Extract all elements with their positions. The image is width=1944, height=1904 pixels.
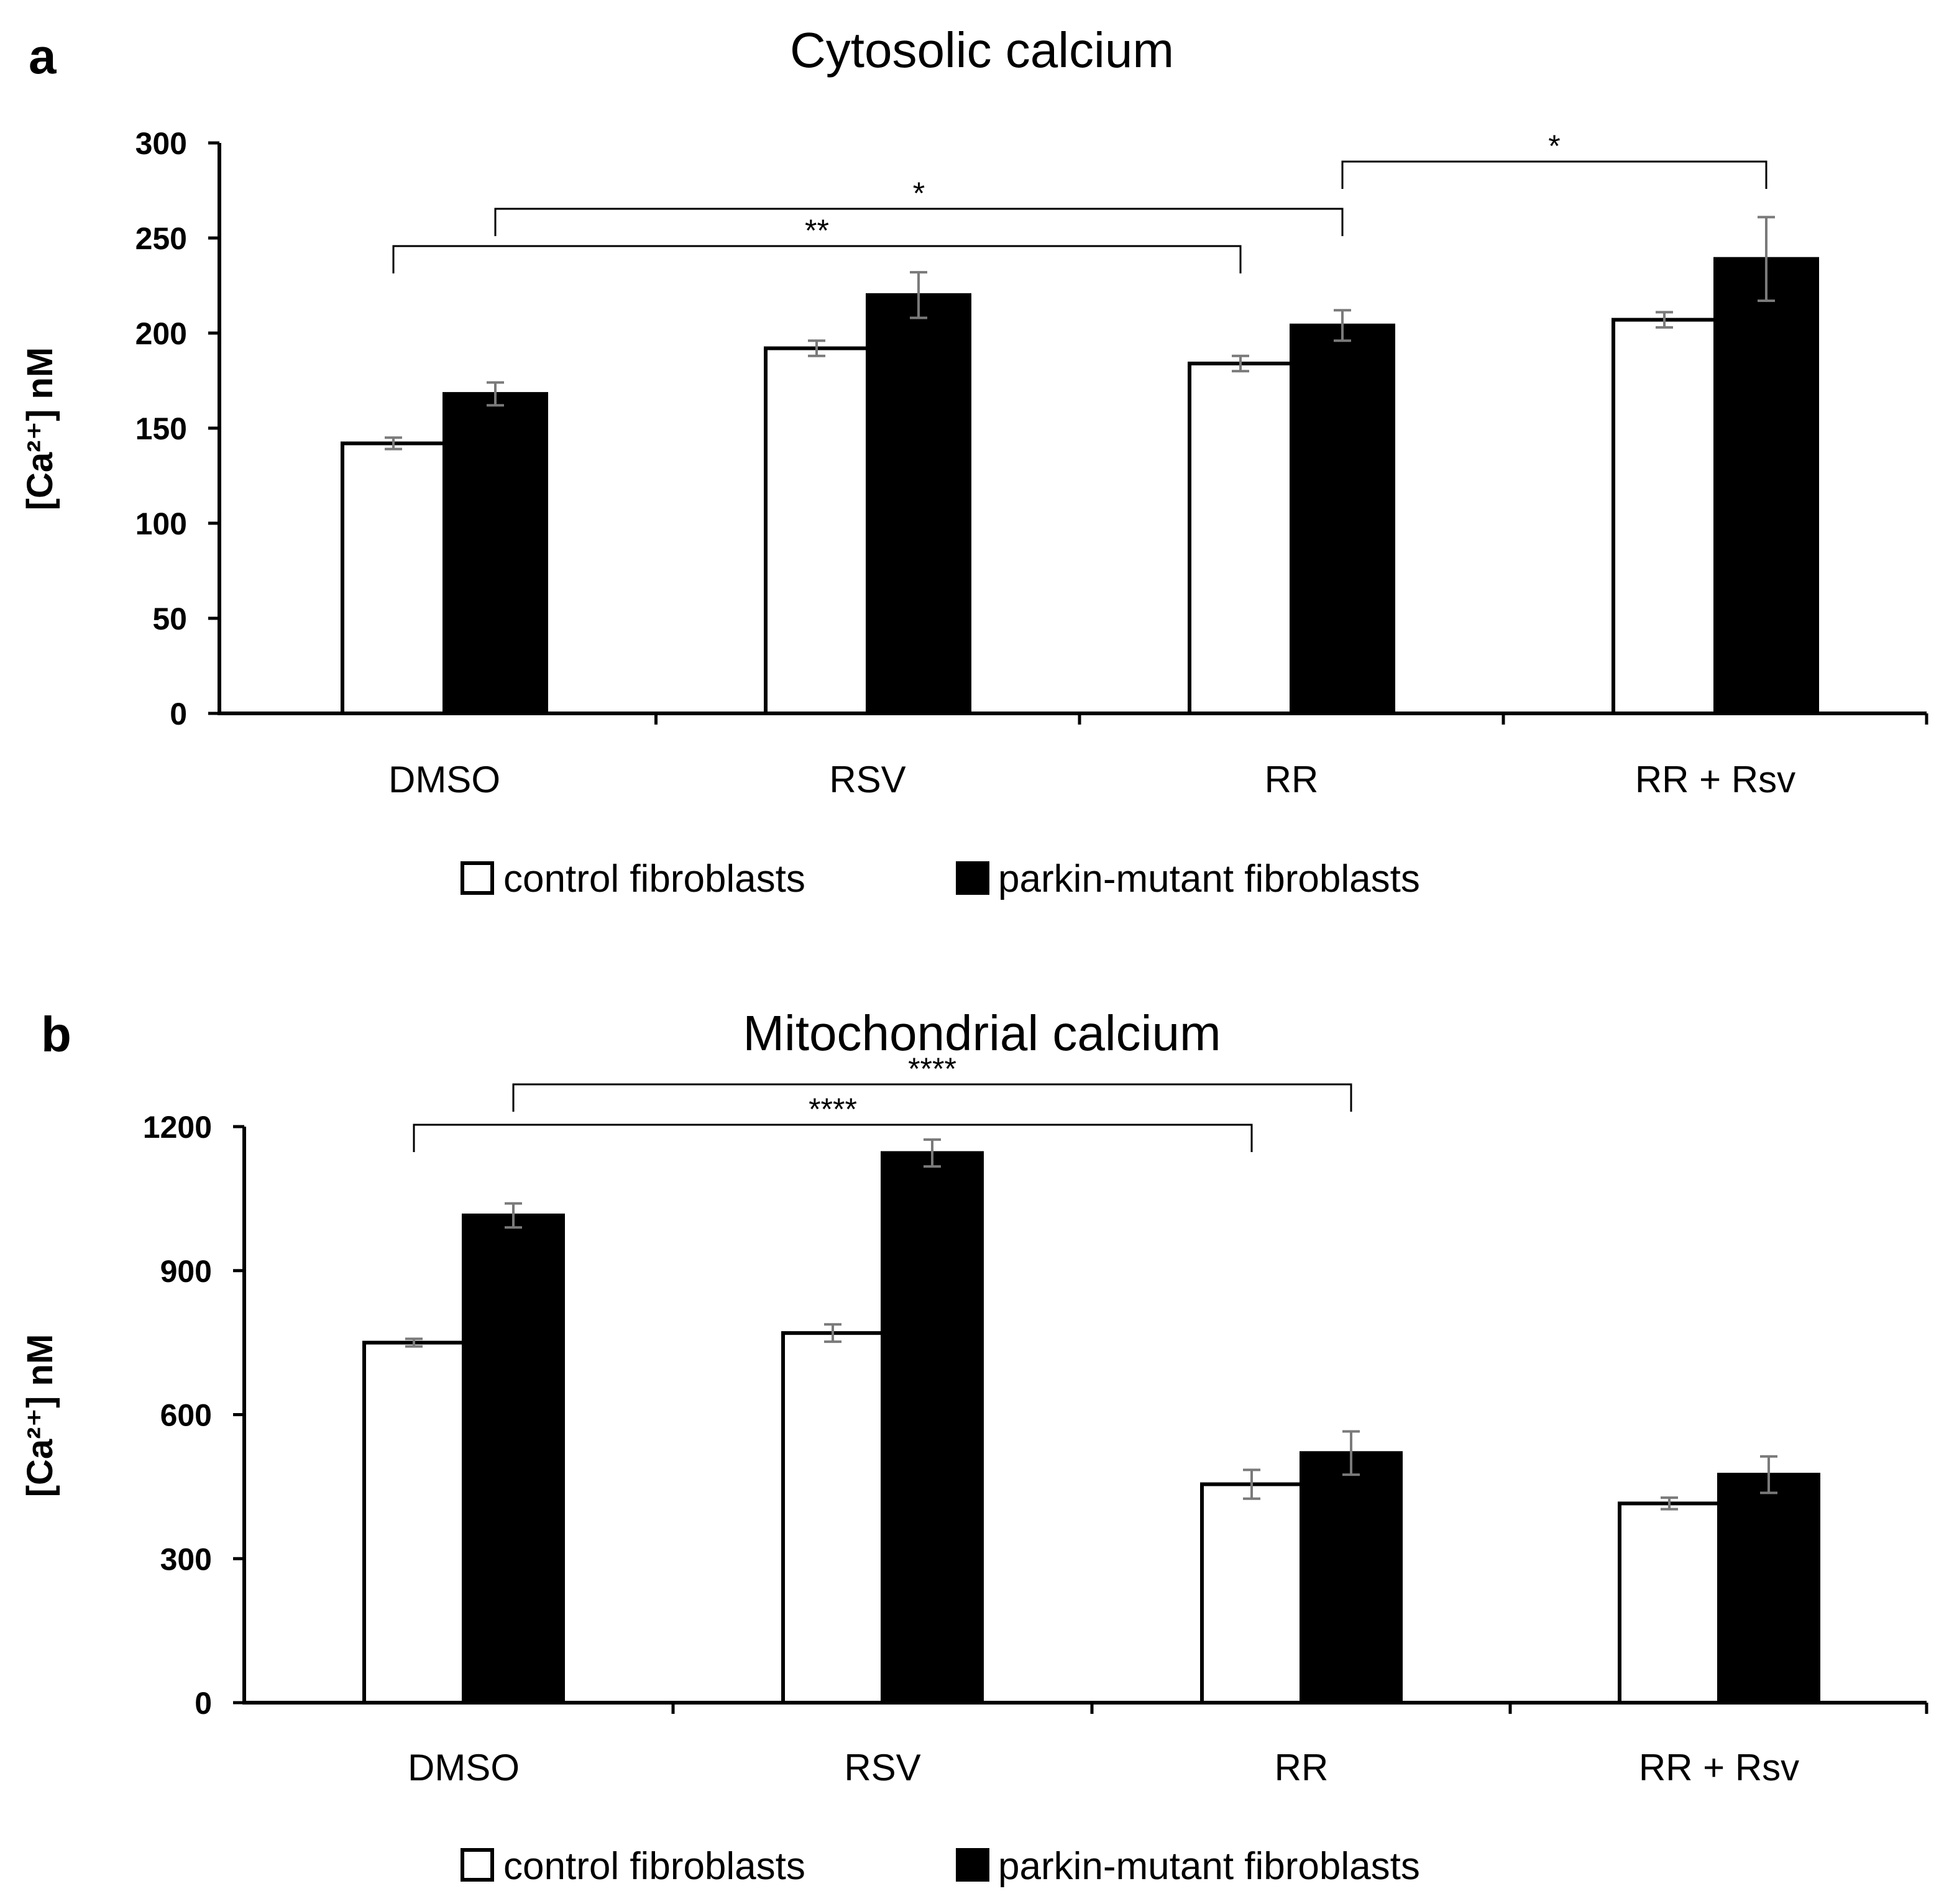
- panel-a-significance-bracket: **: [392, 213, 1242, 273]
- panel-b-error-bar: [505, 1202, 522, 1229]
- panel-b-bar-rr-rsv-control: [1618, 1501, 1721, 1705]
- panel-a-error-bar: [910, 271, 927, 319]
- panel-a-y-tick-label: 0: [170, 697, 187, 731]
- panel-a-bar-rr-mutant: [1290, 323, 1395, 715]
- panel-a-significance-label: *: [1548, 129, 1560, 163]
- panel-a-x-tick-label: RSV: [829, 759, 906, 800]
- panel-a-error-bar: [1232, 354, 1249, 373]
- panel-b-bar-rsv-mutant: [881, 1151, 984, 1705]
- panel-a-error-bar: [1758, 216, 1775, 302]
- panel-a-y-tick-label: 150: [135, 411, 187, 446]
- panel-b-mitochondrial-calcium: b Mitochondrial calcium [Ca²⁺] nM ******…: [20, 1005, 1928, 1888]
- panel-a-bar-rr-rsv-mutant: [1713, 257, 1819, 716]
- panel-a-error-bar: [1656, 311, 1673, 329]
- panel-a-bar-dmso-mutant: [442, 391, 548, 715]
- panel-b-y-tick-label: 0: [195, 1686, 212, 1721]
- panel-b-y-tick-label: 300: [160, 1542, 212, 1577]
- panel-b-bar-dmso-mutant: [462, 1213, 565, 1705]
- panel-a-y-ticks: 0 50 100 150 200 250 300: [135, 126, 219, 731]
- panel-b-bar-rr-control: [1200, 1482, 1303, 1705]
- panel-a-bar-rsv-control: [764, 346, 869, 715]
- panel-a-y-tick-label: 50: [152, 602, 187, 636]
- panel-b-bar-dmso-control: [362, 1340, 465, 1705]
- panel-a-x-tick-label: RR + Rsv: [1635, 759, 1795, 800]
- legend-swatch-control: [461, 1848, 494, 1882]
- panel-b-significance-label: ****: [809, 1092, 857, 1127]
- legend-swatch-control: [461, 861, 494, 895]
- panel-a-x-tick-labels: DMSO RSV RR RR + Rsv: [388, 759, 1795, 800]
- panel-b-error-bar: [1243, 1468, 1260, 1500]
- panel-b-bar-rr-rsv-mutant: [1717, 1473, 1820, 1705]
- panel-a-significance-bracket: *: [1341, 129, 1767, 189]
- panel-a-bars: [341, 257, 1819, 716]
- panel-b-y-axis-label: [Ca²⁺] nM: [20, 1334, 60, 1498]
- panel-b-error-bar: [405, 1337, 423, 1348]
- panel-b-error-bar: [1342, 1430, 1360, 1476]
- panel-a-letter: a: [29, 29, 57, 84]
- panel-b-error-bar: [824, 1323, 841, 1343]
- panel-b-x-tick-labels: DMSO RSV RR RR + Rsv: [408, 1747, 1799, 1788]
- legend-swatch-mutant: [956, 861, 989, 895]
- panel-b-y-tick-label: 900: [160, 1254, 212, 1289]
- panel-a-bar-dmso-control: [341, 441, 446, 715]
- panel-b-x-tick-label: RR: [1275, 1747, 1329, 1788]
- panel-b-legend: control fibroblasts parkin-mutant fibrob…: [461, 1845, 1420, 1888]
- panel-a-cytosolic-calcium: a Cytosolic calcium [Ca²⁺] nM **** 05010…: [20, 22, 1928, 900]
- panel-a-title: Cytosolic calcium: [790, 22, 1174, 78]
- legend-label-mutant: parkin-mutant fibroblasts: [998, 858, 1420, 900]
- panel-b-letter: b: [41, 1007, 71, 1062]
- panel-a-y-axis-label: [Ca²⁺] nM: [20, 347, 60, 511]
- panel-b-y-tick-label: 600: [160, 1398, 212, 1433]
- panel-a-y-tick-label: 200: [135, 316, 187, 351]
- panel-a-bar-rr-rsv-control: [1612, 318, 1717, 715]
- panel-b-significance-bracket: ****: [413, 1092, 1253, 1152]
- panel-b-significance-bracket: ****: [512, 1051, 1352, 1112]
- panel-b-error-bar: [924, 1138, 941, 1168]
- panel-b-error-bar: [1760, 1455, 1777, 1494]
- panel-a-significance-bracket: *: [494, 176, 1344, 236]
- panel-b-bars: [362, 1151, 1820, 1705]
- panel-b-y-tick-label: 1200: [143, 1110, 212, 1145]
- panel-b-x-tick-label: DMSO: [408, 1747, 520, 1788]
- panel-b-significance-label: ****: [908, 1051, 956, 1086]
- legend-label-mutant: parkin-mutant fibroblasts: [998, 1845, 1420, 1888]
- panel-a-bar-rsv-mutant: [866, 293, 971, 715]
- panel-a-error-bars: [385, 216, 1775, 451]
- panel-a-error-bar: [385, 436, 402, 451]
- panel-a-y-tick-label: 300: [135, 126, 187, 161]
- panel-b-title: Mitochondrial calcium: [743, 1005, 1221, 1061]
- panel-a-x-tick-label: DMSO: [388, 759, 500, 800]
- panel-a-error-bar: [487, 381, 504, 407]
- panel-a-x-tick-label: RR: [1265, 759, 1319, 800]
- panel-b-error-bars: [405, 1138, 1777, 1511]
- panel-a-bar-rr-control: [1188, 361, 1293, 715]
- panel-b-y-ticks: 0 300 600 900 1200: [143, 1110, 244, 1721]
- panel-a-significance-label: *: [913, 176, 925, 211]
- panel-b-significance-brackets: **** ****: [413, 1051, 1352, 1152]
- panel-a-significance-brackets: ****: [392, 129, 1767, 273]
- panel-a-significance-label: **: [805, 213, 829, 248]
- panel-a-error-bar: [1334, 309, 1351, 342]
- panel-a-error-bar: [808, 339, 825, 357]
- legend-label-control: control fibroblasts: [503, 1845, 805, 1888]
- panel-a-y-tick-label: 250: [135, 221, 187, 256]
- panel-a-legend: control fibroblasts parkin-mutant fibrob…: [461, 858, 1420, 900]
- panel-b-bar-rr-mutant: [1300, 1451, 1403, 1705]
- panel-b-x-tick-label: RR + Rsv: [1639, 1747, 1799, 1788]
- panel-a-y-tick-label: 100: [135, 506, 187, 541]
- panel-b-bar-rsv-control: [781, 1331, 884, 1705]
- panel-b-x-tick-label: RSV: [844, 1747, 920, 1788]
- panel-b-error-bar: [1661, 1496, 1678, 1511]
- legend-label-control: control fibroblasts: [503, 858, 805, 900]
- legend-swatch-mutant: [956, 1848, 989, 1882]
